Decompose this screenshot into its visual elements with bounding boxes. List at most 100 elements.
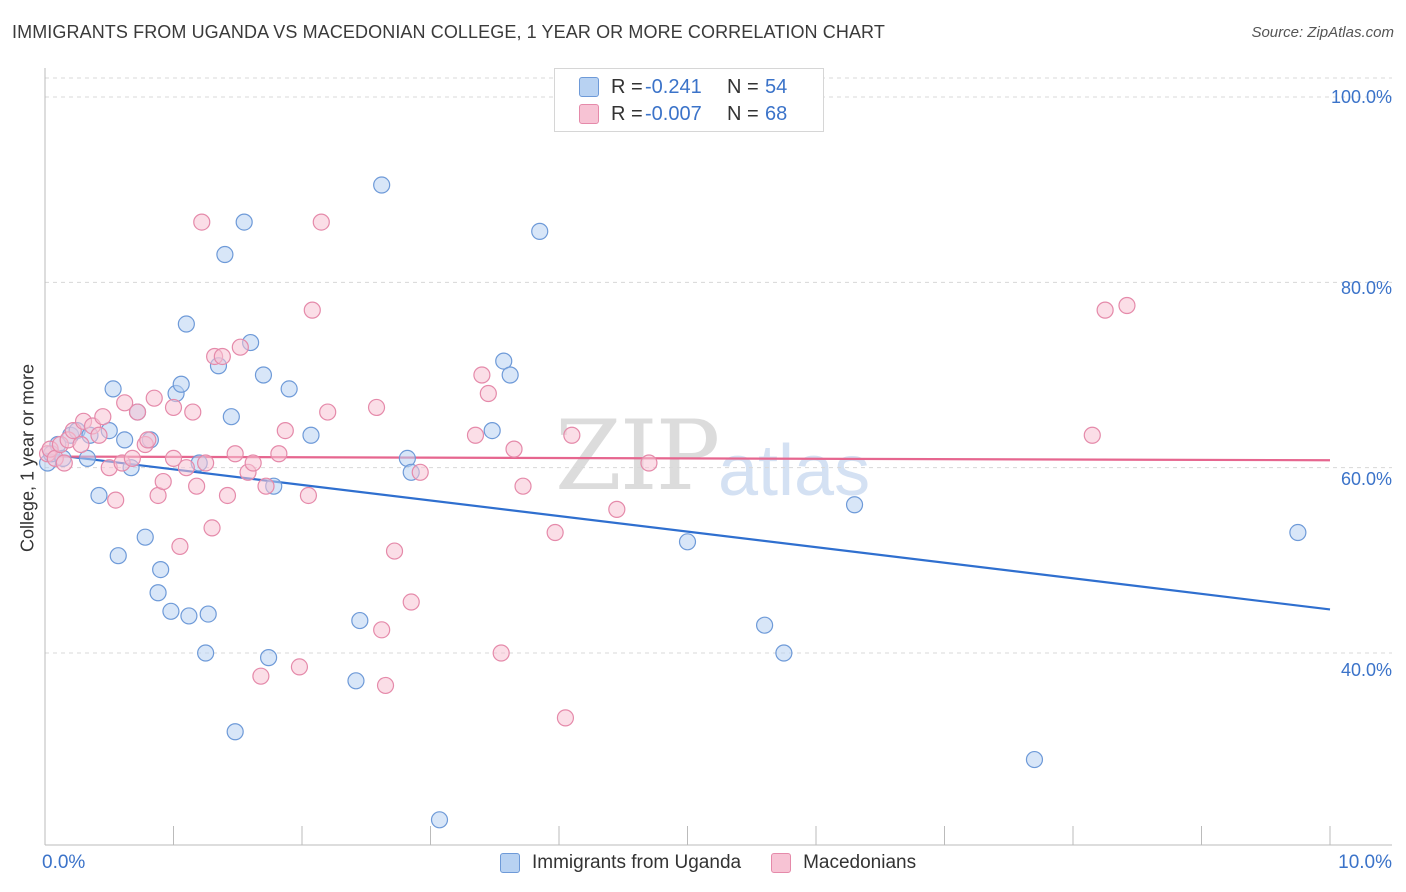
point-uganda — [226, 723, 244, 741]
x-tick-label-max: 10.0% — [1338, 852, 1392, 873]
watermark-zip: ZIP — [555, 400, 720, 512]
point-uganda — [373, 176, 391, 194]
point-macedonians — [608, 500, 626, 518]
point-macedonians — [319, 403, 337, 421]
point-macedonians — [1096, 301, 1114, 319]
trend-line-uganda — [44, 452, 1331, 611]
point-uganda — [280, 380, 298, 398]
point-macedonians — [466, 426, 485, 444]
point-macedonians — [312, 213, 330, 231]
point-macedonians — [197, 454, 215, 472]
point-macedonians — [164, 449, 183, 467]
point-macedonians — [213, 347, 231, 366]
point-macedonians — [244, 454, 262, 472]
legend-label-uganda: Immigrants from Uganda — [532, 852, 742, 873]
point-macedonians — [257, 477, 275, 495]
point-macedonians — [193, 213, 211, 231]
point-uganda — [430, 811, 449, 829]
legend-n-value: 68 — [765, 102, 788, 125]
point-macedonians — [123, 449, 141, 467]
legend-n-label: N = — [727, 75, 759, 98]
point-macedonians — [218, 486, 237, 505]
point-uganda — [1289, 523, 1307, 542]
point-macedonians — [479, 384, 497, 403]
legend-n-label: N = — [727, 102, 759, 125]
point-macedonians — [139, 431, 157, 449]
legend-row-macedonians: R = -0.007 N = 68 — [579, 102, 787, 126]
series-legend: Immigrants from Uganda Macedonians — [500, 852, 946, 874]
point-macedonians — [640, 454, 658, 472]
point-uganda — [678, 533, 697, 551]
legend-r-value: -0.241 — [645, 75, 702, 98]
point-uganda — [483, 422, 501, 440]
point-uganda — [495, 352, 513, 370]
point-uganda — [149, 584, 167, 602]
legend-item-macedonians[interactable]: Macedonians — [771, 852, 916, 874]
point-uganda — [845, 496, 864, 514]
point-uganda — [152, 560, 170, 579]
source-credit: Source: ZipAtlas.com — [1251, 24, 1394, 41]
point-uganda — [254, 366, 273, 384]
watermark-atlas: atlas — [718, 431, 871, 511]
legend-r-label: R = — [611, 102, 643, 125]
stats-legend: R = -0.241 N = 54 R = -0.007 N = 68 — [554, 68, 824, 132]
point-macedonians — [116, 394, 134, 412]
legend-swatch-blue — [579, 77, 599, 97]
point-macedonians — [72, 435, 90, 454]
point-macedonians — [556, 709, 575, 727]
point-macedonians — [367, 398, 386, 417]
point-macedonians — [145, 389, 163, 407]
point-macedonians — [128, 403, 147, 421]
trend-lines — [44, 452, 1331, 611]
point-macedonians — [303, 301, 321, 319]
point-macedonians — [90, 426, 108, 444]
point-uganda — [351, 611, 369, 630]
point-uganda — [259, 649, 278, 667]
point-macedonians — [164, 398, 183, 417]
point-macedonians — [270, 445, 288, 463]
point-macedonians — [514, 477, 532, 495]
point-macedonians — [94, 408, 112, 426]
point-uganda — [172, 375, 190, 393]
point-macedonians — [505, 440, 523, 458]
point-macedonians — [299, 486, 318, 505]
y-tick-label-80: 80.0% — [1340, 278, 1392, 298]
point-macedonians — [402, 593, 420, 611]
legend-r-value: -0.007 — [645, 102, 702, 125]
legend-swatch-blue — [500, 853, 520, 873]
point-uganda — [235, 213, 253, 231]
y-tick-label-100: 100.0% — [1330, 87, 1392, 107]
point-macedonians — [184, 403, 202, 421]
point-macedonians — [373, 621, 391, 639]
point-uganda — [199, 605, 217, 623]
point-macedonians — [107, 491, 125, 509]
chart-title: IMMIGRANTS FROM UGANDA VS MACEDONIAN COL… — [12, 22, 885, 42]
point-macedonians — [376, 676, 395, 695]
point-macedonians — [492, 644, 510, 662]
point-macedonians — [252, 667, 270, 685]
point-uganda — [78, 449, 97, 467]
point-uganda — [180, 607, 198, 625]
legend-row-uganda: R = -0.241 N = 54 — [579, 75, 787, 99]
legend-swatch-pink — [771, 853, 792, 873]
point-macedonians — [411, 463, 429, 481]
point-uganda — [755, 616, 774, 634]
y-tick-label-40: 40.0% — [1340, 660, 1392, 680]
point-macedonians — [563, 426, 581, 444]
point-macedonians — [231, 338, 249, 356]
point-macedonians — [188, 477, 206, 495]
point-macedonians — [290, 658, 309, 676]
legend-n-value: 54 — [765, 75, 788, 98]
data-points — [38, 176, 1307, 829]
point-uganda — [501, 366, 519, 384]
point-macedonians — [1118, 296, 1136, 315]
point-uganda — [775, 644, 793, 662]
point-uganda — [531, 222, 549, 240]
x-tick-label-min: 0.0% — [42, 852, 86, 873]
point-macedonians — [203, 519, 221, 537]
point-macedonians — [154, 472, 172, 491]
point-uganda — [216, 245, 234, 264]
point-macedonians — [473, 366, 491, 384]
legend-item-uganda[interactable]: Immigrants from Uganda — [500, 852, 741, 874]
